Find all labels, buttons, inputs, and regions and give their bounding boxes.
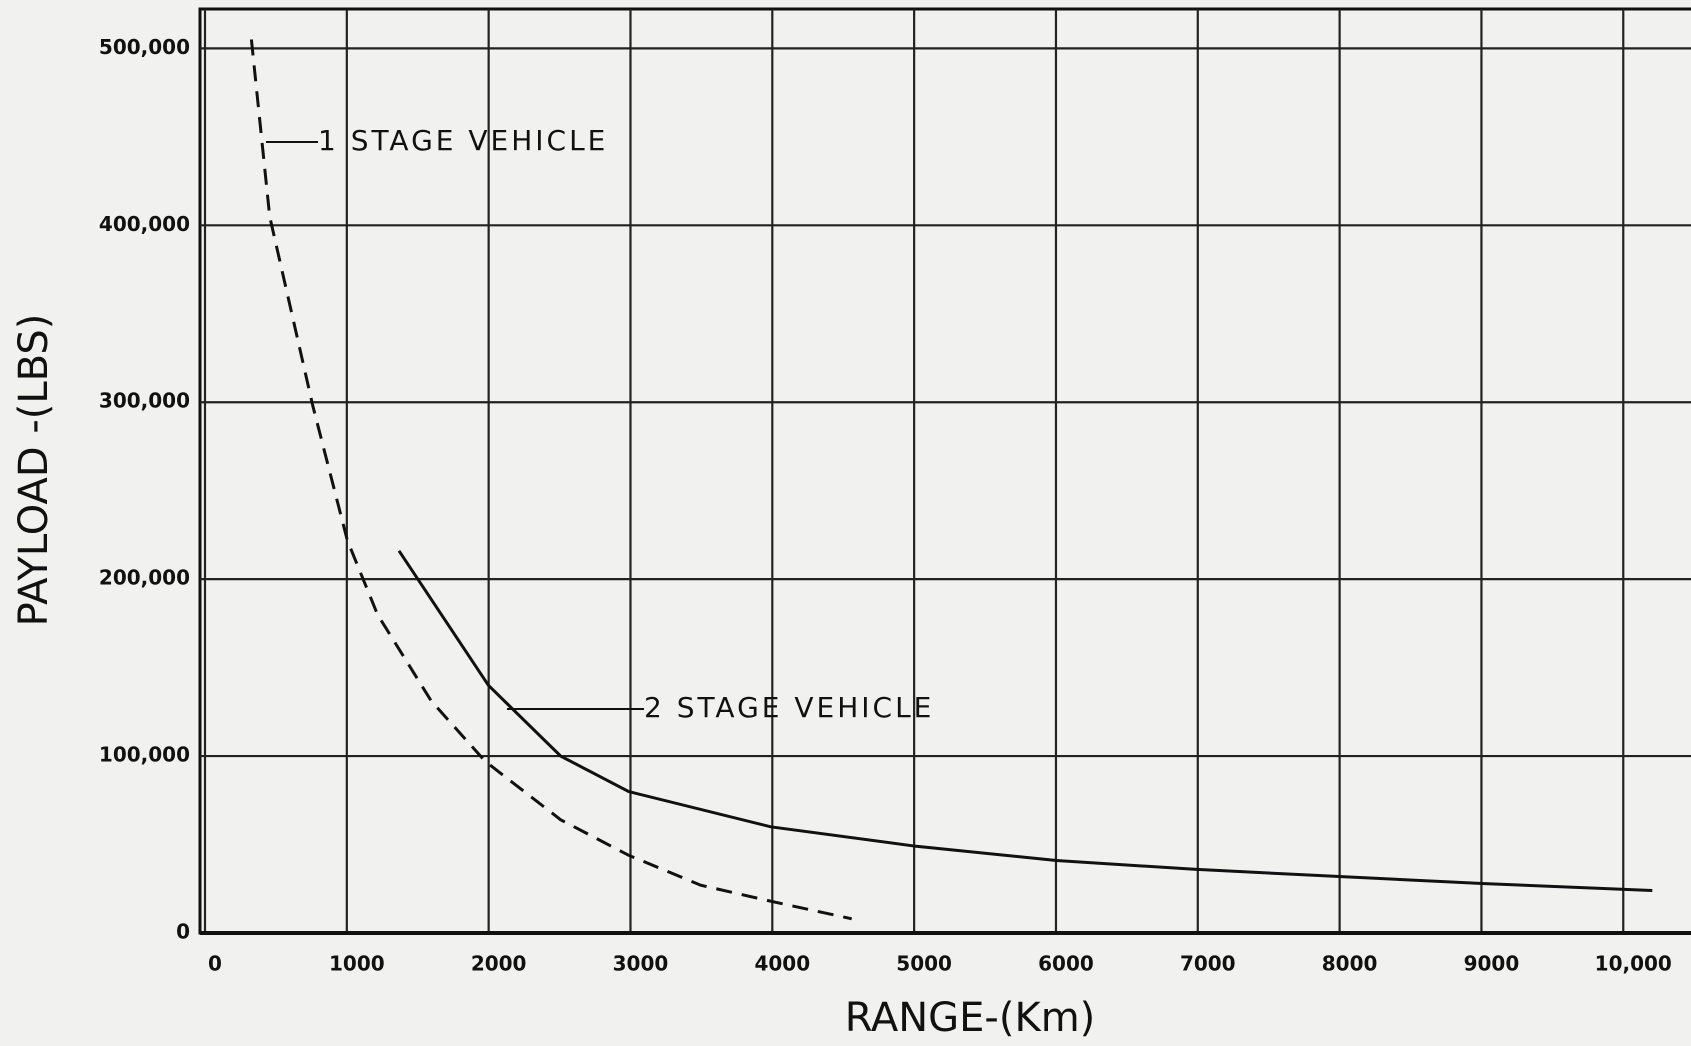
series-line	[397, 549, 1653, 892]
x-axis-label: RANGE-(Km)	[845, 995, 1096, 1041]
x-tick-label: 5000	[896, 952, 952, 976]
x-tick-label: 2000	[471, 952, 527, 976]
x-tick-label: 4000	[754, 952, 810, 976]
series-label: 2 STAGE VEHICLE	[644, 691, 934, 724]
x-tick-label: 0	[208, 952, 222, 976]
x-tick-label: 3000	[613, 952, 669, 976]
series-label: 1 STAGE VEHICLE	[318, 124, 608, 157]
y-tick-label: 100,000	[99, 743, 190, 767]
series-line	[249, 39, 853, 921]
x-tick-label: 7000	[1180, 952, 1236, 976]
x-tick-label: 6000	[1038, 952, 1094, 976]
x-tick-label: 8000	[1322, 952, 1378, 976]
y-tick-label: 400,000	[99, 212, 190, 236]
x-tick-label: 10,000	[1595, 952, 1672, 976]
y-axis-label: PAYLOAD -(LBS)	[11, 314, 57, 627]
y-tick-label: 200,000	[99, 566, 190, 590]
y-tick-label: 0	[176, 920, 190, 944]
x-tick-label: 1000	[329, 952, 385, 976]
y-tick-label: 300,000	[99, 389, 190, 413]
x-tick-label: 9000	[1464, 952, 1520, 976]
y-tick-label: 500,000	[99, 35, 190, 59]
